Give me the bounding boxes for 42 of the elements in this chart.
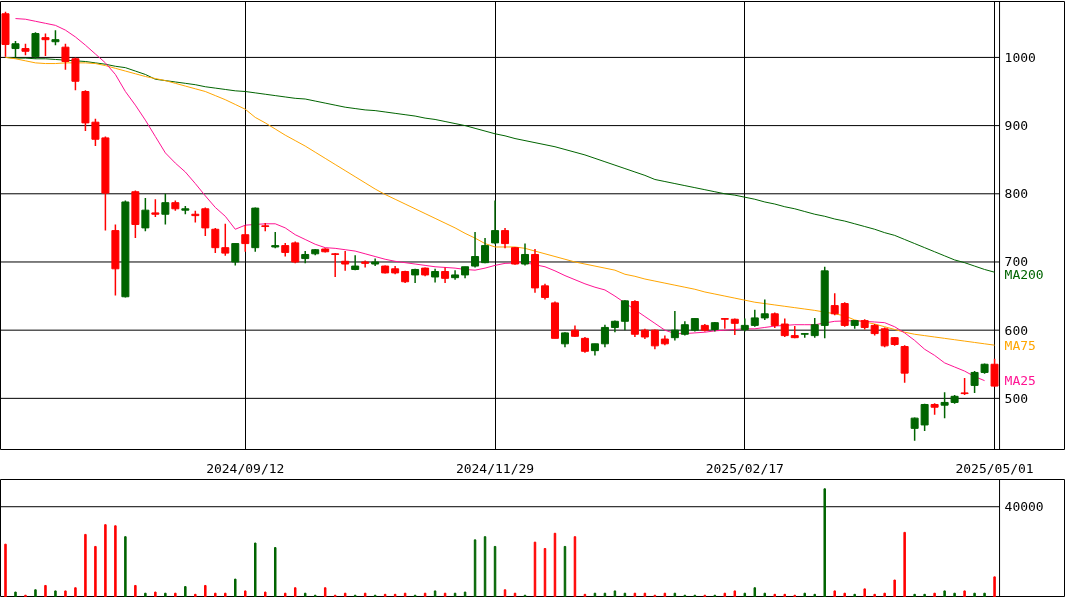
y-tick-label: 1000 — [1004, 49, 1036, 65]
candlestick — [670, 310, 679, 342]
candlestick — [211, 227, 220, 254]
candlestick — [810, 317, 819, 339]
x-tick-label: 2024/09/12 — [206, 460, 285, 476]
y-tick-label: 700 — [1004, 254, 1029, 270]
candlestick — [271, 231, 280, 250]
y-tick-label: 40000 — [1004, 499, 1044, 515]
series-label: MA25 — [1004, 373, 1036, 389]
candlestick — [650, 328, 659, 351]
x-tick-label: 2025/02/17 — [705, 460, 784, 476]
candlestick — [341, 250, 350, 272]
candlestick — [940, 391, 949, 419]
candlestick — [141, 197, 150, 233]
y-tick-label: 600 — [1004, 322, 1029, 338]
candlestick — [221, 223, 230, 257]
candlestick — [201, 206, 210, 237]
candlestick — [41, 32, 50, 57]
candlestick — [760, 298, 769, 321]
y-tick-label: 800 — [1004, 186, 1029, 202]
y-tick-label: 500 — [1004, 390, 1029, 406]
candlestick — [501, 227, 510, 250]
candlestick — [471, 231, 480, 269]
candlestick — [161, 193, 170, 226]
candlestick — [231, 242, 240, 267]
candlestick — [990, 358, 999, 388]
candlestick — [780, 317, 789, 338]
candlestick — [600, 323, 609, 348]
candlestick — [331, 252, 340, 278]
candlestick — [241, 225, 250, 253]
candlestick — [830, 292, 839, 316]
candlestick — [491, 199, 500, 245]
candlestick — [720, 317, 729, 330]
series-label: MA200 — [1004, 267, 1044, 283]
x-tick-label: 2024/11/29 — [455, 460, 535, 476]
series-label: MA75 — [1004, 337, 1036, 353]
x-tick-label: 2025/05/01 — [955, 460, 1034, 476]
candlestick — [840, 301, 849, 328]
candlestick — [620, 299, 629, 331]
candlestick — [481, 237, 490, 265]
candlestick — [790, 325, 799, 340]
y-tick-label: 900 — [1004, 118, 1029, 134]
